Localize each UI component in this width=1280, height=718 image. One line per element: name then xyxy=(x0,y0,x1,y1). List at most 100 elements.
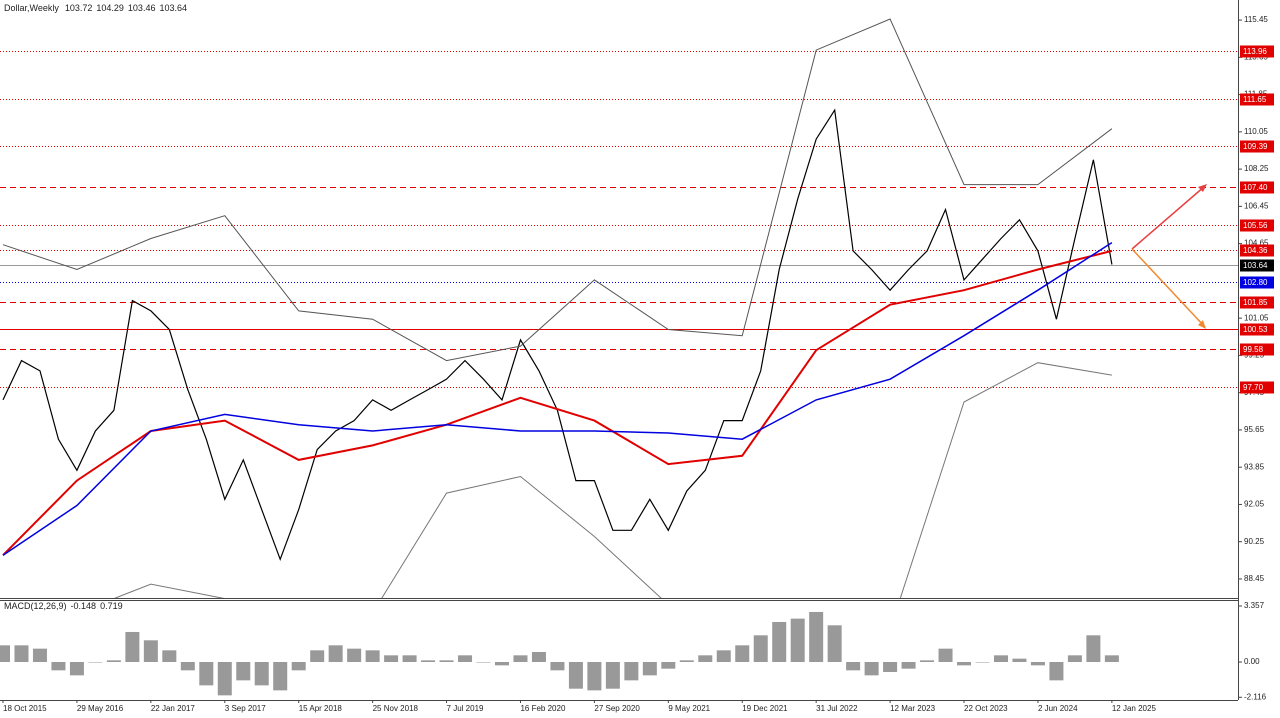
level-tag-label: 113.96 xyxy=(1243,47,1267,56)
quote: 103.46 xyxy=(128,3,156,13)
y-tick-label: 92.05 xyxy=(1244,500,1265,509)
macd-bar xyxy=(531,651,546,663)
macd-bar xyxy=(642,662,657,676)
chart-header: Dollar,Weekly 103.72 104.29 103.46 103.64 xyxy=(4,3,187,13)
macd-bar xyxy=(402,655,417,663)
level-tag: 109.39 xyxy=(1240,140,1274,153)
y-tick-label: 3.357 xyxy=(1244,601,1265,610)
level-tag-label: 109.39 xyxy=(1243,142,1268,151)
macd-bar xyxy=(1049,662,1064,681)
macd-bar xyxy=(846,662,861,671)
axes-layer: 115.45113.65111.85110.05108.25106.45104.… xyxy=(2,15,1274,713)
macd-bar xyxy=(476,662,491,663)
macd-bar xyxy=(920,660,935,663)
macd-bar xyxy=(679,660,694,663)
y-tick-label: 108.25 xyxy=(1244,164,1269,173)
level-tag-label: 100.53 xyxy=(1243,325,1268,334)
x-tick-label: 3 Sep 2017 xyxy=(225,704,266,713)
level-tag: 101.85 xyxy=(1240,296,1274,309)
level-tag-box xyxy=(1240,140,1274,153)
indicator-value: 0.719 xyxy=(100,601,123,611)
level-tag-box xyxy=(1240,181,1274,194)
y-tick-label: 115.45 xyxy=(1244,15,1268,24)
macd-bar xyxy=(125,631,140,663)
x-tick-label: 12 Jan 2025 xyxy=(1112,704,1157,713)
level-tag: 102.80 xyxy=(1240,276,1274,289)
level-tag-label: 102.80 xyxy=(1243,278,1268,287)
level-tag-label: 99.58 xyxy=(1243,345,1264,354)
quote: 103.64 xyxy=(159,3,187,13)
level-tag-box xyxy=(1240,296,1274,309)
macd-bar xyxy=(254,662,269,686)
macd-bar xyxy=(735,645,750,663)
macd-bar xyxy=(328,645,343,663)
macd-bar xyxy=(347,648,362,663)
x-tick-label: 19 Dec 2021 xyxy=(742,704,788,713)
macd-bar xyxy=(1012,658,1027,663)
y-tick-label: 104.65 xyxy=(1244,239,1269,248)
level-tag: 111.65 xyxy=(1240,93,1274,106)
level-tag-label: 101.85 xyxy=(1243,298,1268,307)
y-tick-label: 110.05 xyxy=(1244,127,1268,136)
y-tick-label: 106.45 xyxy=(1244,201,1269,210)
macd-bar xyxy=(421,660,436,663)
macd-bar xyxy=(494,662,509,666)
x-tick-label: 29 May 2016 xyxy=(77,704,124,713)
y-tick-label: -2.116 xyxy=(1244,692,1267,701)
x-tick-label: 12 Mar 2023 xyxy=(890,704,935,713)
x-tick-label: 31 Jul 2022 xyxy=(816,704,858,713)
level-tag-label: 111.65 xyxy=(1243,95,1267,104)
macd-bar xyxy=(698,655,713,663)
level-tag-box xyxy=(1240,343,1274,356)
macd-bar xyxy=(1067,655,1082,663)
level-tag: 100.53 xyxy=(1240,323,1274,336)
series-line xyxy=(2,108,1113,562)
level-tag-label: 105.56 xyxy=(1243,221,1268,230)
y-tick-label: 95.65 xyxy=(1244,425,1265,434)
series-line xyxy=(2,18,1113,362)
macd-bar xyxy=(1086,635,1101,663)
x-tick-label: 25 Nov 2018 xyxy=(373,704,419,713)
macd-bar xyxy=(14,645,29,663)
macd-bar xyxy=(199,662,214,686)
x-tick-label: 9 May 2021 xyxy=(668,704,710,713)
level-tag-box xyxy=(1240,45,1274,58)
level-tag-label: 97.70 xyxy=(1243,383,1264,392)
macd-bar xyxy=(975,662,990,663)
series-line xyxy=(2,241,1113,556)
macd-bar xyxy=(790,618,805,663)
x-tick-label: 22 Oct 2023 xyxy=(964,704,1008,713)
price-layer xyxy=(2,18,1113,598)
level-tag: 99.58 xyxy=(1240,343,1274,356)
indicator-value: -0.148 xyxy=(71,601,97,611)
macd-bar xyxy=(938,648,953,663)
macd-bar xyxy=(864,662,879,676)
level-tag-box xyxy=(1240,219,1274,232)
y-tick-label: 88.45 xyxy=(1244,574,1265,583)
arrow-head xyxy=(1198,184,1207,192)
macd-bar xyxy=(162,650,177,663)
macd-bar xyxy=(143,640,158,663)
x-tick-label: 22 Jan 2017 xyxy=(151,704,196,713)
macd-bar xyxy=(753,635,768,663)
macd-bar xyxy=(568,662,583,689)
levels-layer xyxy=(0,51,1238,388)
macd-bar xyxy=(809,611,824,663)
macd-bar xyxy=(605,662,620,689)
macd-bar xyxy=(957,662,972,666)
indicator: MACD(12,26,9) xyxy=(4,601,67,611)
quote: 104.29 xyxy=(96,3,124,13)
macd-bar xyxy=(513,655,528,663)
series-line xyxy=(114,362,1112,598)
arrow-down xyxy=(1131,248,1206,328)
level-tag-box xyxy=(1240,259,1274,272)
macd-bar xyxy=(106,660,121,663)
level-tag-label: 107.40 xyxy=(1243,183,1268,192)
macd-bar xyxy=(439,660,454,663)
level-tag: 107.40 xyxy=(1240,181,1274,194)
y-tick-label: 0.00 xyxy=(1244,657,1260,666)
macd-bar xyxy=(236,662,251,681)
macd-bar xyxy=(365,650,380,663)
x-tick-label: 18 Oct 2015 xyxy=(3,704,47,713)
